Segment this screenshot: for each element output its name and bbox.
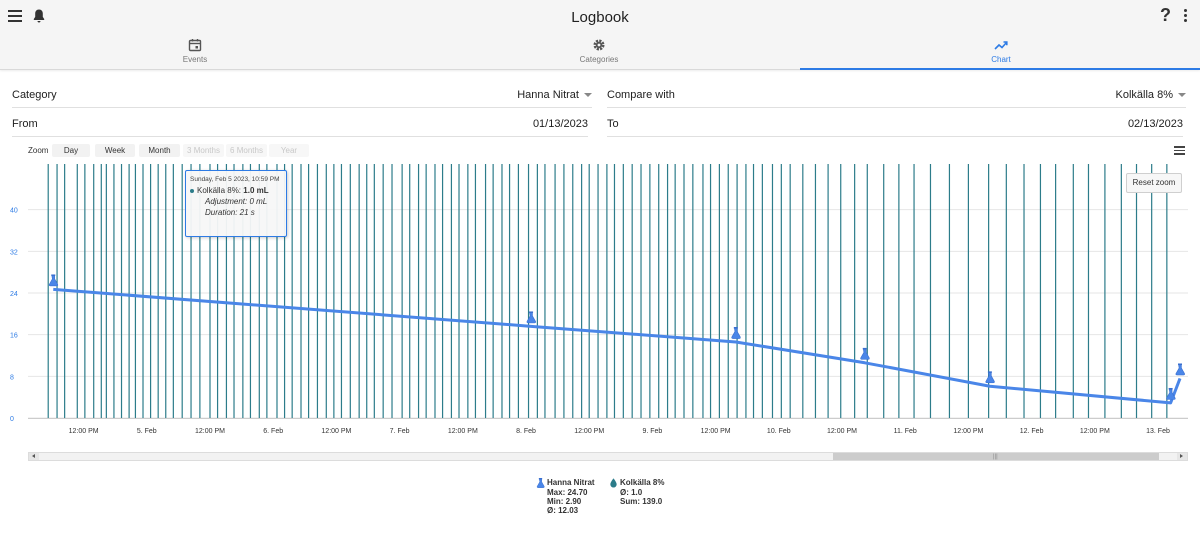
category-label: Category	[12, 89, 57, 101]
legend-stat-min: Min: 2.90	[547, 497, 582, 506]
x-tick-label: 12:00 PM	[827, 428, 857, 435]
chart-tooltip: Sunday, Feb 5 2023, 10:59 PM Kolkälla 8%…	[185, 170, 287, 237]
reset-zoom-button[interactable]: Reset zoom	[1126, 173, 1182, 193]
x-tick-label: 12:00 PM	[195, 428, 225, 435]
tooltip-date: Sunday, Feb 5 2023, 10:59 PM	[190, 176, 280, 183]
tooltip-series: Kolkälla 8%:	[197, 186, 242, 195]
flask-marker-icon[interactable]	[860, 347, 870, 360]
trending-up-icon	[994, 41, 1008, 50]
compare-select[interactable]: Compare with Kolkälla 8%	[607, 80, 1186, 108]
flask-marker-icon[interactable]	[1175, 363, 1185, 376]
x-tick-label: 12:00 PM	[701, 428, 731, 435]
primary-series	[48, 274, 1185, 405]
zoom-week-button[interactable]: Week	[95, 144, 135, 157]
x-tick-label: 12:00 PM	[69, 428, 99, 435]
chart-navigator-scrollbar[interactable]: |||	[28, 452, 1188, 461]
bell-icon[interactable]	[31, 8, 47, 24]
active-tab-indicator	[800, 68, 1200, 70]
scroll-right-button[interactable]	[1177, 453, 1187, 460]
zoom-month-button[interactable]: Month	[139, 144, 180, 157]
x-tick-label: 10. Feb	[767, 428, 791, 435]
legend-stat-sum: Sum: 139.0	[620, 497, 663, 506]
compare-value: Kolkälla 8%	[1115, 89, 1173, 101]
legend-name: Kolkälla 8%	[620, 478, 665, 487]
x-tick-label: 12:00 PM	[1080, 428, 1110, 435]
tab-events[interactable]: Events	[135, 38, 255, 68]
zoom-6-months-button[interactable]: 6 Months	[226, 144, 267, 157]
flask-marker-icon[interactable]	[985, 371, 995, 384]
x-tick-label: 12:00 PM	[574, 428, 604, 435]
x-tick-label: 6. Feb	[263, 428, 283, 435]
from-date-field[interactable]: From 01/13/2023	[12, 109, 588, 137]
series-dot-icon	[190, 188, 194, 193]
legend-name: Hanna Nitrat	[547, 478, 595, 487]
x-tick-label: 7. Feb	[390, 428, 410, 435]
x-tick-label: 12:00 PM	[448, 428, 478, 435]
flask-icon	[536, 478, 545, 488]
calendar-icon	[188, 39, 202, 52]
zoom-day-button[interactable]: Day	[52, 144, 90, 157]
from-label: From	[12, 118, 38, 130]
compare-label: Compare with	[607, 89, 675, 101]
chart-menu-icon[interactable]	[1174, 146, 1185, 155]
x-tick-label: 12. Feb	[1020, 428, 1044, 435]
to-date-field[interactable]: To 02/13/2023	[607, 109, 1183, 137]
y-tick-label: 40	[10, 208, 18, 215]
tooltip-duration: Duration: 21 s	[205, 208, 255, 217]
tab-categories-label: Categories	[579, 55, 619, 64]
gear-icon	[593, 39, 605, 51]
x-tick-label: 13. Feb	[1146, 428, 1170, 435]
chevron-down-icon	[1178, 93, 1186, 98]
legend-stat-avg: Ø: 12.03	[547, 506, 579, 515]
y-tick-label: 8	[10, 374, 14, 381]
scroll-thumb[interactable]: |||	[833, 453, 1159, 460]
menu-icon[interactable]	[8, 10, 22, 22]
tooltip-value: 1.0 mL	[243, 186, 269, 195]
more-vert-icon[interactable]	[1183, 9, 1189, 23]
legend-stat-avg: Ø: 1.0	[620, 488, 643, 497]
category-select[interactable]: Category Hanna Nitrat	[12, 80, 592, 108]
x-tick-label: 5. Feb	[137, 428, 157, 435]
to-value: 02/13/2023	[1127, 118, 1183, 130]
help-icon[interactable]: ?	[1160, 5, 1171, 25]
chevron-down-icon	[584, 93, 592, 98]
y-tick-label: 0	[10, 416, 14, 423]
grip-icon: |||	[993, 454, 998, 460]
x-axis: 12:00 PM 5. Feb 12:00 PM 6. Feb 12:00 PM 7. F…	[28, 418, 1188, 435]
zoom-year-button[interactable]: Year	[269, 144, 309, 157]
y-tick-label: 24	[10, 291, 18, 298]
app-title: Logbook	[571, 9, 629, 26]
chart-grid	[28, 209, 1188, 419]
y-axis: 0 8 16 24 32 40	[10, 208, 18, 423]
zoom-3-months-button[interactable]: 3 Months	[183, 144, 224, 157]
tab-categories[interactable]: Categories	[539, 38, 659, 68]
to-label: To	[607, 118, 619, 130]
x-tick-label: 11. Feb	[894, 428, 917, 435]
x-tick-label: 12:00 PM	[321, 428, 351, 435]
compare-series-bars	[47, 164, 1168, 418]
legend-stat-max: Max: 24.70	[547, 488, 588, 497]
drop-icon	[610, 478, 617, 488]
tab-chart[interactable]: Chart	[941, 38, 1061, 68]
series-line[interactable]	[53, 287, 1182, 405]
scroll-left-button[interactable]	[29, 453, 39, 460]
tab-chart-label: Chart	[991, 55, 1011, 64]
y-tick-label: 32	[10, 249, 18, 256]
category-value: Hanna Nitrat	[517, 89, 579, 101]
zoom-label: Zoom	[28, 146, 49, 155]
tooltip-adjustment: Adjustment: 0 mL	[205, 197, 268, 206]
tab-events-label: Events	[182, 55, 208, 64]
x-tick-label: 9. Feb	[642, 428, 662, 435]
app-bar: Logbook ? Events Categories Chart	[0, 0, 1200, 70]
x-tick-label: 12:00 PM	[953, 428, 983, 435]
x-tick-label: 8. Feb	[516, 428, 536, 435]
from-value: 01/13/2023	[532, 118, 588, 130]
flask-marker-icon[interactable]	[731, 326, 741, 339]
y-tick-label: 16	[10, 333, 18, 340]
